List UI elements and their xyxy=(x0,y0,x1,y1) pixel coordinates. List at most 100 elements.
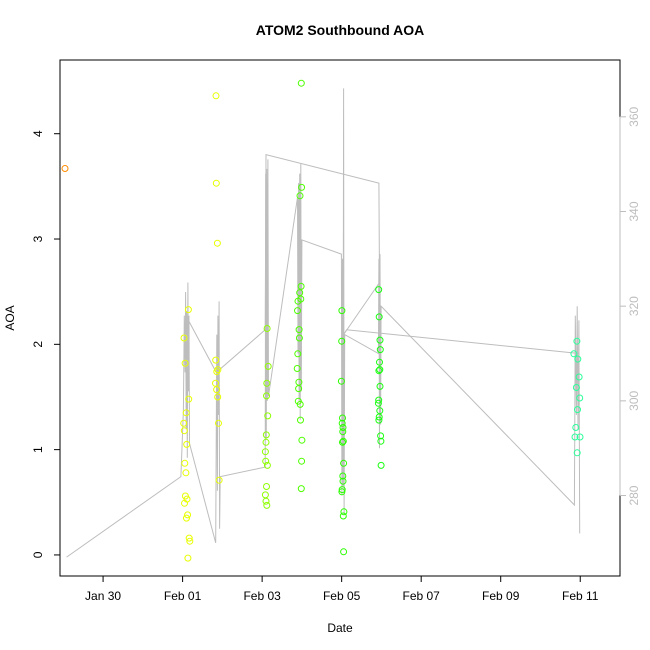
data-point xyxy=(339,438,346,446)
data-point xyxy=(339,437,347,445)
data-point xyxy=(375,286,383,294)
data-point xyxy=(571,433,579,441)
plot-area xyxy=(61,79,584,562)
data-point xyxy=(297,282,305,290)
data-point xyxy=(375,367,383,375)
data-point xyxy=(574,355,582,363)
data-point xyxy=(338,488,346,496)
data-point xyxy=(339,428,347,436)
data-point xyxy=(263,501,271,509)
data-point xyxy=(181,359,189,367)
data-point xyxy=(213,368,221,376)
x-axis-label: Date xyxy=(327,621,353,635)
data-point xyxy=(575,373,583,381)
data-point xyxy=(375,313,383,321)
data-point xyxy=(214,393,222,401)
x-tick-label: Feb 01 xyxy=(164,589,202,603)
x-tick-label: Feb 05 xyxy=(323,589,361,603)
y-axis-left: 0 1 2 3 4 xyxy=(31,130,61,558)
x-tick-label: Feb 09 xyxy=(482,589,520,603)
plot-frame xyxy=(59,59,621,577)
y2-tick-label: 320 xyxy=(627,296,641,316)
data-point xyxy=(296,192,304,200)
data-point xyxy=(294,307,301,315)
data-point xyxy=(573,337,581,345)
data-point xyxy=(186,537,194,545)
y-tick-label: 3 xyxy=(31,235,45,242)
data-point xyxy=(340,548,348,556)
data-point xyxy=(264,412,272,420)
y-tick-label: 0 xyxy=(31,551,45,558)
data-point xyxy=(294,297,302,305)
x-axis: Jan 30 Feb 01 Feb 03 Feb 05 Feb 07 Feb 09 Feb … xyxy=(85,575,599,603)
y2-tick-label: 340 xyxy=(627,201,641,221)
data-point xyxy=(294,350,302,358)
data-point xyxy=(182,409,190,417)
data-point xyxy=(374,399,382,407)
data-point xyxy=(261,448,269,456)
data-point xyxy=(263,379,271,387)
y2-tick-label: 300 xyxy=(627,391,641,411)
data-point xyxy=(338,419,346,427)
data-point xyxy=(298,457,306,465)
x-tick-label: Feb 11 xyxy=(562,589,599,603)
data-point xyxy=(180,334,188,342)
data-point xyxy=(376,366,384,374)
data-point xyxy=(376,346,384,354)
data-point xyxy=(261,491,269,499)
data-point xyxy=(339,424,347,431)
data-point xyxy=(377,432,385,440)
y-axis-label: AOA xyxy=(3,305,17,330)
data-point xyxy=(298,436,306,444)
data-point xyxy=(262,431,270,439)
data-point xyxy=(212,179,220,187)
y-tick-label: 4 xyxy=(31,130,45,137)
data-point xyxy=(212,356,220,364)
data-point xyxy=(213,386,221,394)
data-point xyxy=(375,416,383,424)
data-point xyxy=(375,413,383,421)
data-point xyxy=(295,334,303,342)
data-point xyxy=(377,437,385,445)
data-point xyxy=(297,416,304,424)
data-point xyxy=(293,365,301,372)
data-point xyxy=(573,449,581,457)
data-point xyxy=(61,165,69,172)
data-point xyxy=(338,307,346,315)
data-point xyxy=(215,476,223,484)
y2-tick-label: 280 xyxy=(627,485,641,505)
data-point xyxy=(572,384,580,391)
data-point xyxy=(376,358,383,366)
data-point xyxy=(572,424,580,431)
data-point xyxy=(180,427,188,435)
data-point xyxy=(377,461,385,469)
x-tick-label: Jan 30 xyxy=(85,589,121,603)
data-point xyxy=(263,325,271,332)
data-point xyxy=(574,406,581,414)
data-point xyxy=(297,485,305,493)
data-point xyxy=(339,414,346,422)
data-point xyxy=(263,392,270,400)
data-point xyxy=(340,508,348,516)
data-point xyxy=(181,459,189,467)
data-point xyxy=(576,433,584,441)
data-point xyxy=(184,306,192,314)
data-point xyxy=(339,472,347,480)
chart-title: ATOM2 Southbound AOA xyxy=(256,22,425,38)
data-point xyxy=(180,419,188,427)
x-tick-label: Feb 07 xyxy=(403,589,441,603)
data-point xyxy=(375,396,383,404)
data-point xyxy=(183,514,190,522)
data-point xyxy=(264,362,272,370)
data-point xyxy=(263,483,270,490)
data-point xyxy=(181,499,188,507)
data-point xyxy=(185,534,193,542)
data-point xyxy=(182,469,190,477)
data-point xyxy=(262,497,270,505)
data-point xyxy=(296,400,304,408)
data-point xyxy=(184,554,192,562)
data-point xyxy=(338,337,346,345)
data-point xyxy=(184,511,192,519)
data-point xyxy=(215,419,222,427)
data-point xyxy=(213,239,221,247)
